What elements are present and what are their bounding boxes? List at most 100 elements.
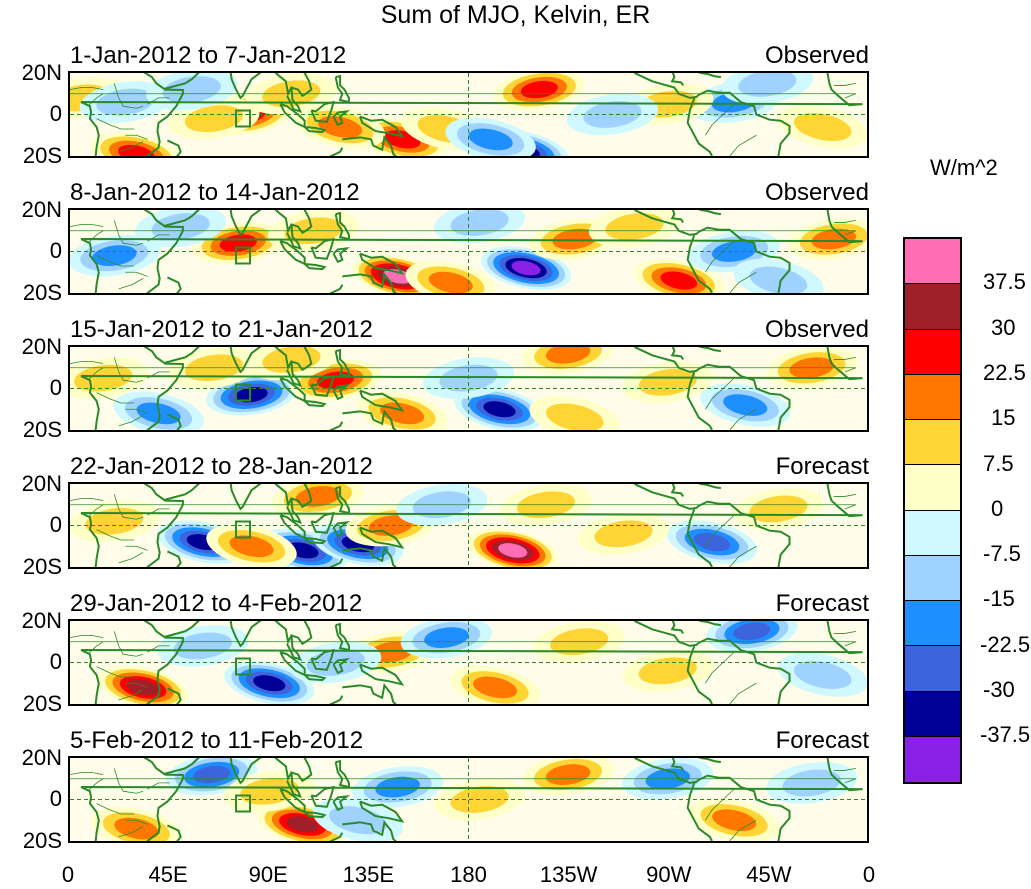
- anomaly-contour: [229, 535, 274, 558]
- country-border: [705, 377, 735, 410]
- country-border: [833, 82, 857, 86]
- country-border: [96, 255, 135, 267]
- map-panel: [68, 619, 869, 706]
- panel-date-range: 8-Jan-2012 to 14-Jan-2012: [70, 179, 360, 206]
- coastline: [279, 651, 306, 677]
- positive-anomaly: [788, 218, 867, 260]
- lat-tick-label: 20S: [22, 143, 62, 168]
- coastline: [80, 347, 863, 430]
- anomaly-contour: [638, 657, 697, 685]
- negative-anomaly: [166, 758, 258, 796]
- country-border: [70, 93, 857, 99]
- country-border: [833, 219, 857, 223]
- country-border: [96, 392, 135, 404]
- colorbar-swatch: [905, 374, 960, 420]
- country-border: [70, 778, 857, 784]
- anomaly-contour: [428, 271, 473, 293]
- negative-anomaly: [666, 520, 758, 564]
- coastline: [143, 758, 184, 841]
- coastline: [310, 237, 335, 260]
- colorbar-swatch: [905, 601, 960, 647]
- negative-anomaly: [454, 387, 545, 430]
- country-border: [87, 367, 104, 381]
- colorbar-swatch: [905, 691, 960, 737]
- country-border: [729, 408, 757, 430]
- country-border: [96, 666, 135, 678]
- coastline: [332, 109, 351, 127]
- anomaly-contour: [498, 543, 528, 558]
- negative-anomaly: [733, 258, 824, 293]
- negative-anomaly: [400, 621, 492, 659]
- coastline: [164, 621, 200, 638]
- panel-status: Forecast: [775, 727, 869, 754]
- coastline: [332, 383, 351, 401]
- country-border: [705, 788, 735, 821]
- anomaly-contour: [712, 809, 757, 832]
- region-box: [235, 383, 252, 402]
- panel-status: Observed: [764, 42, 869, 69]
- coastline: [279, 377, 306, 403]
- panel-date-range: 1-Jan-2012 to 7-Jan-2012: [70, 42, 347, 69]
- region-box: [235, 246, 252, 265]
- lon-tick-label: 0: [862, 862, 876, 887]
- country-border: [118, 141, 144, 153]
- coastline: [303, 810, 327, 819]
- coastline: [310, 785, 335, 808]
- colorbar-level-label: -37.5: [980, 722, 1031, 748]
- negative-anomaly: [777, 653, 867, 697]
- country-border: [70, 224, 104, 227]
- coastline: [359, 663, 405, 686]
- country-border: [705, 514, 735, 547]
- anomaly-contour: [184, 105, 244, 133]
- panel-status: Forecast: [775, 453, 869, 480]
- coastline: [359, 115, 405, 138]
- lat-tick-label: 20S: [22, 417, 62, 442]
- colorbar: [903, 237, 962, 784]
- positive-anomaly: [467, 528, 558, 567]
- positive-anomaly: [405, 260, 496, 293]
- positive-anomaly: [577, 512, 670, 555]
- coastline: [310, 100, 335, 123]
- panel-date-range: 15-Jan-2012 to 21-Jan-2012: [70, 316, 373, 343]
- coastline: [303, 262, 327, 271]
- coastline: [229, 484, 262, 511]
- anomaly-contour: [711, 241, 757, 262]
- region-box: [235, 794, 252, 813]
- country-border: [833, 356, 857, 360]
- panel-status: Forecast: [775, 590, 869, 617]
- country-border: [125, 682, 148, 688]
- coastline: [328, 421, 344, 430]
- anomaly-map: [70, 210, 867, 293]
- panel-date-range: 22-Jan-2012 to 28-Jan-2012: [70, 453, 373, 480]
- coastline: [332, 520, 351, 538]
- lat-tick-label: 20N: [21, 745, 62, 770]
- country-border: [118, 278, 144, 290]
- coastline: [274, 210, 313, 235]
- negative-anomaly: [433, 210, 526, 244]
- coastline: [166, 550, 182, 567]
- anomaly-contour: [693, 532, 731, 552]
- coastline: [279, 103, 306, 129]
- colorbar-swatch: [905, 284, 960, 330]
- coastline: [332, 246, 351, 264]
- country-border: [705, 651, 735, 684]
- map-panel: [68, 208, 869, 295]
- country-border: [87, 93, 104, 107]
- country-border: [70, 772, 104, 775]
- coastline: [274, 621, 313, 646]
- anomaly-contour: [552, 228, 598, 250]
- anomaly-contour: [262, 347, 321, 373]
- coastline: [334, 759, 350, 789]
- anomaly-contour: [295, 486, 341, 507]
- coastline: [328, 695, 344, 704]
- coastline: [342, 408, 397, 430]
- country-border: [96, 529, 135, 541]
- negative-anomaly: [700, 383, 791, 427]
- country-border: [87, 504, 104, 518]
- coastline: [634, 347, 791, 430]
- colorbar-level-label: 0: [991, 495, 1004, 521]
- country-border: [96, 803, 135, 815]
- lat-tick-label: 20S: [22, 691, 62, 716]
- coastline: [143, 210, 184, 293]
- country-border: [118, 826, 144, 838]
